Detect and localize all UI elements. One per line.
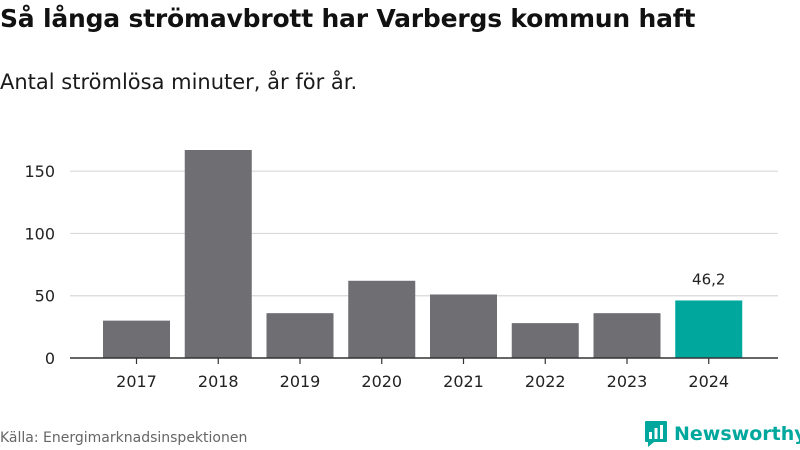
x-tick-label: 2021 [443,372,484,391]
x-tick-label: 2024 [688,372,729,391]
data-label: 46,2 [692,270,725,288]
x-tick-label: 2019 [280,372,321,391]
chart-title: Så långa strömavbrott har Varbergs kommu… [0,4,696,33]
x-tick-label: 2022 [525,372,566,391]
y-tick-label: 50 [35,287,55,306]
x-tick-label: 2023 [607,372,648,391]
chart-subtitle: Antal strömlösa minuter, år för år. [0,70,358,94]
bar-2019 [266,313,334,358]
y-tick-label: 0 [45,349,55,368]
x-tick-label: 2017 [116,372,157,391]
bar-2022 [511,323,579,358]
x-tick-label: 2018 [198,372,239,391]
bar-2021 [430,294,497,358]
bar-2018 [184,150,252,358]
y-tick-label: 150 [24,162,55,181]
source-note: Källa: Energimarknadsinspektionen [0,430,248,446]
brand-logo: Newsworthy [644,420,800,448]
y-tick-label: 100 [24,224,55,243]
bar-chart-speech-bubble-icon [645,421,667,447]
brand-name: Newsworthy [674,423,800,445]
bar-2020 [348,280,416,358]
x-tick-label: 2020 [361,372,402,391]
bar-2017 [103,320,170,358]
bar-2023 [593,313,661,358]
bar-2024 [675,300,743,358]
